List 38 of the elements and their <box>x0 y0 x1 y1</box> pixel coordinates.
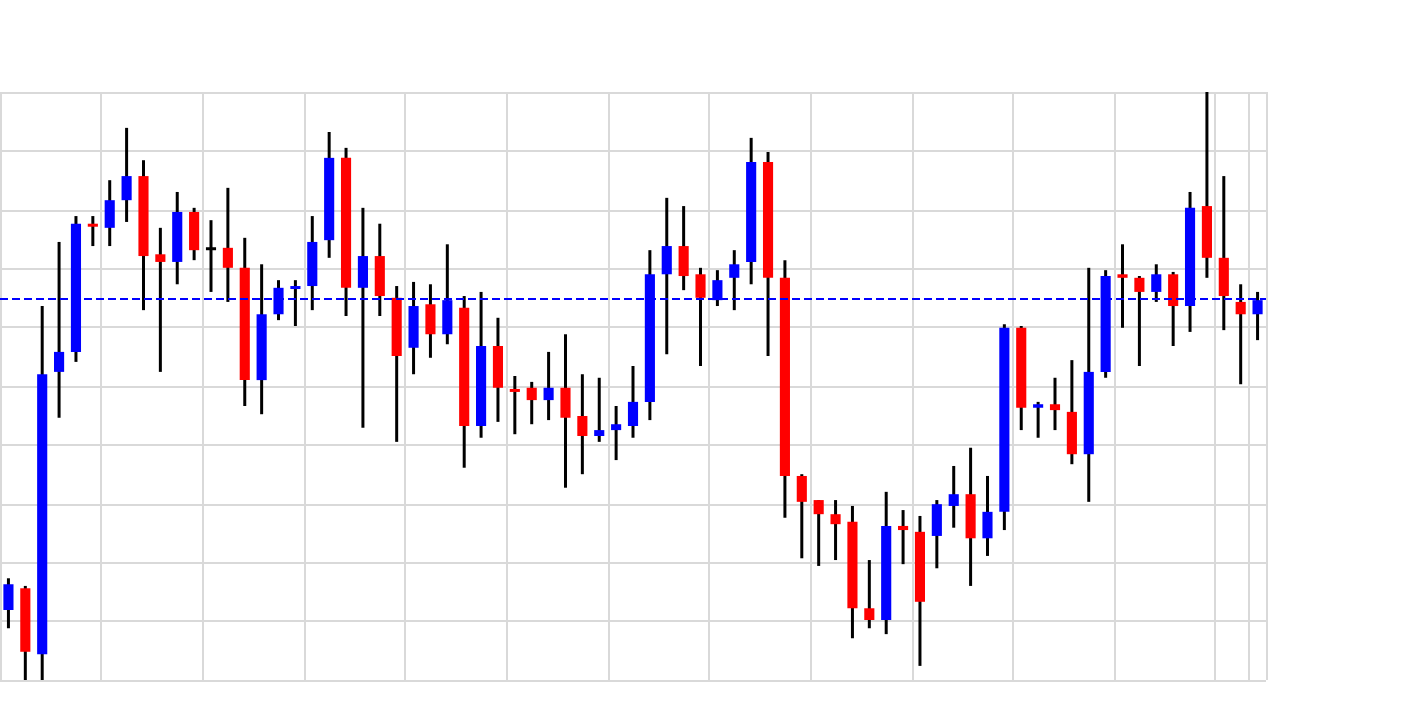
candlestick <box>1235 282 1246 386</box>
candlestick <box>611 404 622 462</box>
candlestick <box>121 126 132 224</box>
candlestick <box>1168 270 1179 348</box>
candlestick <box>695 266 706 368</box>
candlestick <box>189 206 200 262</box>
candlestick <box>1049 376 1061 432</box>
candlestick <box>965 446 976 588</box>
candlestick <box>155 226 166 374</box>
candlestick <box>931 498 942 570</box>
candlestick <box>948 464 959 530</box>
candlestick <box>1033 400 1044 440</box>
candlestick <box>87 214 98 248</box>
candlestick <box>1066 358 1077 466</box>
candlestick <box>1117 242 1128 330</box>
candlestick <box>796 472 807 560</box>
candlestick <box>104 178 115 248</box>
candlestick <box>864 558 875 630</box>
candlestick <box>492 316 504 424</box>
candlestick <box>222 186 233 304</box>
candlestick <box>543 350 554 422</box>
candlestick <box>830 498 841 562</box>
candlestick <box>526 380 537 426</box>
candlestick <box>509 374 520 436</box>
candlestick <box>594 376 605 444</box>
candlestick <box>3 576 14 630</box>
candlestick <box>205 218 217 294</box>
candlestick <box>425 282 436 360</box>
candlestick <box>898 508 909 566</box>
candlestick <box>577 372 588 476</box>
candlestick <box>813 498 824 568</box>
candlestick <box>678 204 689 292</box>
candlestick <box>1218 174 1229 332</box>
candlestick <box>982 474 993 558</box>
candlestick <box>374 222 385 318</box>
candlestick <box>1134 274 1145 368</box>
candlestick <box>627 364 639 440</box>
candlestick <box>560 332 571 490</box>
